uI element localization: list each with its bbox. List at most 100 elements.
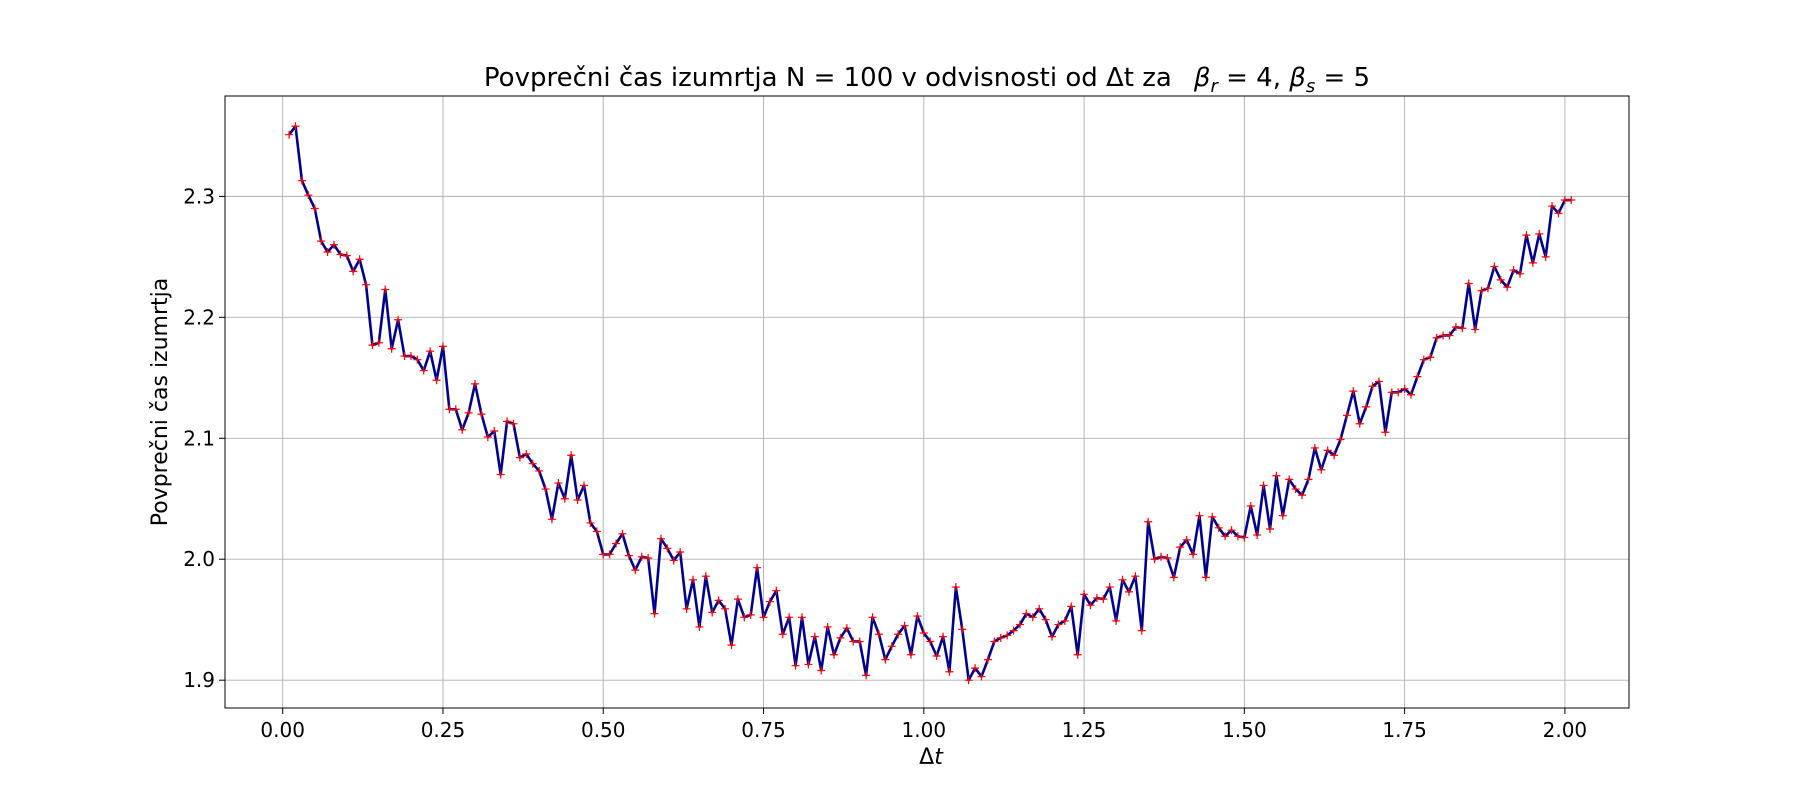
data-point-marker — [1522, 231, 1531, 240]
x-tick-label: 1.00 — [902, 718, 947, 742]
data-point-marker — [1163, 554, 1172, 563]
data-point-marker — [1310, 443, 1319, 452]
data-point-marker — [637, 552, 646, 561]
data-point-marker — [586, 518, 595, 527]
data-point-marker — [1477, 286, 1486, 295]
data-point-marker — [1189, 550, 1198, 559]
data-point-marker — [951, 583, 960, 592]
data-point-marker — [1060, 616, 1069, 625]
data-point-marker — [669, 556, 678, 565]
data-point-marker — [1413, 372, 1422, 381]
data-point-marker — [1112, 616, 1121, 625]
data-point-marker — [1099, 595, 1108, 604]
data-point-marker — [1496, 275, 1505, 284]
data-point-marker — [958, 625, 967, 634]
data-point-marker — [797, 613, 806, 622]
data-point-marker — [573, 495, 582, 504]
data-point-marker — [919, 629, 928, 638]
data-point-marker — [1554, 209, 1563, 218]
data-point-marker — [913, 612, 922, 621]
data-point-marker — [874, 630, 883, 639]
data-point-marker — [759, 613, 768, 622]
data-point-marker — [939, 632, 948, 641]
data-point-marker — [733, 595, 742, 604]
data-point-marker — [1080, 590, 1089, 599]
data-point-marker — [1541, 252, 1550, 261]
data-point-marker — [1054, 620, 1063, 629]
y-tick-label: 1.9 — [183, 668, 215, 692]
data-point-marker — [1201, 573, 1210, 582]
data-point-marker — [1451, 323, 1460, 332]
data-point-marker — [349, 267, 358, 276]
x-tick-label: 0.75 — [741, 718, 786, 742]
data-point-marker — [1304, 475, 1313, 484]
data-point-marker — [830, 650, 839, 659]
data-point-marker — [560, 494, 569, 503]
data-point-marker — [1374, 377, 1383, 386]
data-point-marker — [1445, 331, 1454, 340]
data-point-marker — [932, 651, 941, 660]
data-markers — [285, 122, 1576, 685]
data-point-marker — [1035, 604, 1044, 613]
data-point-marker — [1233, 532, 1242, 541]
data-point-marker — [1394, 388, 1403, 397]
data-point-marker — [1208, 512, 1217, 521]
data-point-marker — [721, 604, 730, 613]
data-point-marker — [1548, 202, 1557, 211]
data-point-marker — [547, 515, 556, 524]
series-line — [288, 124, 1572, 682]
data-point-marker — [753, 563, 762, 572]
grid — [225, 96, 1629, 708]
data-point-marker — [528, 459, 537, 468]
data-point-marker — [496, 470, 505, 479]
data-point-marker — [804, 660, 813, 669]
data-point-marker — [368, 341, 377, 350]
data-point-marker — [336, 250, 345, 259]
data-point-marker — [1009, 626, 1018, 635]
data-point-marker — [1323, 446, 1332, 455]
data-point-marker — [1458, 324, 1467, 333]
data-point-marker — [996, 633, 1005, 642]
chart-title: Povprečni čas izumrtja N = 100 v odvisno… — [484, 63, 1370, 97]
data-point-marker — [1278, 511, 1287, 520]
data-point-marker — [1407, 390, 1416, 399]
data-point-marker — [580, 481, 589, 490]
data-point-marker — [900, 621, 909, 630]
data-point-marker — [945, 667, 954, 676]
data-point-marker — [823, 622, 832, 631]
data-point-marker — [656, 534, 665, 543]
data-point-marker — [1535, 229, 1544, 238]
y-tick-label: 2.3 — [183, 184, 215, 208]
data-point-marker — [567, 451, 576, 460]
data-point-marker — [1528, 258, 1537, 267]
data-point-marker — [490, 427, 499, 436]
data-point-marker — [842, 624, 851, 633]
data-point-marker — [438, 342, 447, 351]
data-point-marker — [381, 285, 390, 294]
data-point-marker — [1227, 526, 1236, 535]
data-point-marker — [1368, 382, 1377, 391]
data-point-marker — [1419, 355, 1428, 364]
data-point-marker — [977, 672, 986, 681]
data-point-marker — [554, 479, 563, 488]
data-point-marker — [317, 237, 326, 246]
data-point-marker — [836, 633, 845, 642]
data-point-marker — [374, 338, 383, 347]
data-point-marker — [304, 191, 313, 200]
data-point-marker — [1169, 573, 1178, 582]
data-point-marker — [887, 642, 896, 651]
data-point-marker — [983, 655, 992, 664]
data-point-marker — [464, 408, 473, 417]
data-point-marker — [727, 641, 736, 650]
data-point-marker — [1073, 650, 1082, 659]
data-point-marker — [1214, 523, 1223, 532]
data-point-marker — [714, 596, 723, 605]
data-point-marker — [1432, 333, 1441, 342]
plot-frame — [224, 95, 1630, 709]
data-point-marker — [503, 417, 512, 426]
x-axis-label: Δt — [919, 745, 944, 770]
data-point-marker — [285, 130, 294, 139]
data-point-marker — [740, 613, 749, 622]
data-point-marker — [1022, 609, 1031, 618]
